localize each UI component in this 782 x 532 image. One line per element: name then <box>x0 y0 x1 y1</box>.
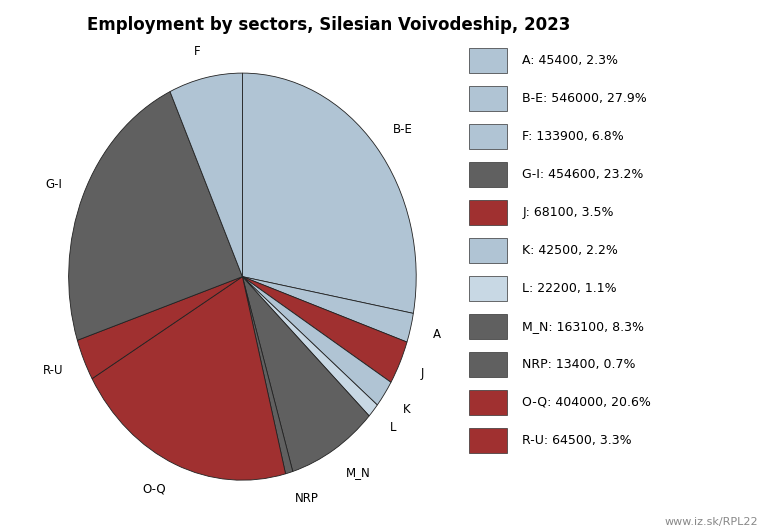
Bar <box>469 200 507 225</box>
Text: G-I: 454600, 23.2%: G-I: 454600, 23.2% <box>522 168 644 181</box>
Bar <box>469 238 507 263</box>
Bar <box>469 124 507 149</box>
Bar <box>469 428 507 453</box>
Wedge shape <box>170 73 242 277</box>
Text: www.iz.sk/RPL22: www.iz.sk/RPL22 <box>665 517 759 527</box>
Text: R-U: R-U <box>43 364 63 377</box>
Text: G-I: G-I <box>45 178 63 191</box>
Text: NRP: NRP <box>296 492 319 505</box>
Text: L: 22200, 1.1%: L: 22200, 1.1% <box>522 282 617 295</box>
Wedge shape <box>92 277 285 480</box>
Wedge shape <box>242 277 407 383</box>
Wedge shape <box>69 92 242 340</box>
Text: O-Q: O-Q <box>143 482 167 495</box>
Text: F: F <box>194 45 200 59</box>
Text: K: 42500, 2.2%: K: 42500, 2.2% <box>522 244 619 257</box>
Wedge shape <box>242 277 391 405</box>
Wedge shape <box>242 277 414 342</box>
Bar <box>469 86 507 111</box>
Text: NRP: 13400, 0.7%: NRP: 13400, 0.7% <box>522 358 636 371</box>
Text: J: J <box>421 368 424 380</box>
Bar <box>469 48 507 73</box>
Text: Employment by sectors, Silesian Voivodeship, 2023: Employment by sectors, Silesian Voivodes… <box>87 16 570 34</box>
Text: F: 133900, 6.8%: F: 133900, 6.8% <box>522 130 624 143</box>
Wedge shape <box>242 277 292 474</box>
Bar <box>469 390 507 414</box>
Text: J: 68100, 3.5%: J: 68100, 3.5% <box>522 206 614 219</box>
Text: A: A <box>432 328 440 341</box>
Bar <box>469 162 507 187</box>
Wedge shape <box>77 277 242 379</box>
Text: A: 45400, 2.3%: A: 45400, 2.3% <box>522 54 619 67</box>
Wedge shape <box>242 73 416 313</box>
Text: B-E: B-E <box>393 123 413 136</box>
Bar <box>469 276 507 301</box>
Text: M_N: 163100, 8.3%: M_N: 163100, 8.3% <box>522 320 644 333</box>
Text: L: L <box>390 421 396 435</box>
Text: K: K <box>403 403 411 415</box>
Wedge shape <box>242 277 369 471</box>
Text: B-E: 546000, 27.9%: B-E: 546000, 27.9% <box>522 92 647 105</box>
Bar <box>469 352 507 377</box>
Text: M_N: M_N <box>346 466 371 479</box>
Bar <box>469 314 507 339</box>
Text: R-U: 64500, 3.3%: R-U: 64500, 3.3% <box>522 434 632 447</box>
Text: O-Q: 404000, 20.6%: O-Q: 404000, 20.6% <box>522 396 651 409</box>
Wedge shape <box>242 277 377 416</box>
